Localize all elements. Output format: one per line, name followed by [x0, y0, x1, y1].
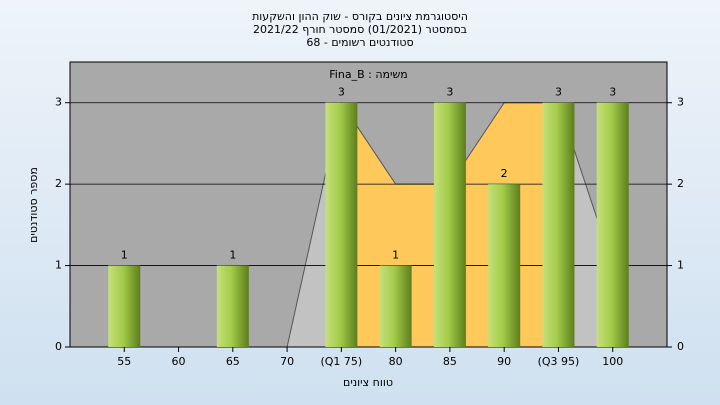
- x-tick-label: 100: [602, 355, 623, 368]
- y-tick-label: 3: [55, 96, 62, 109]
- data-label: 3: [446, 86, 453, 99]
- bar: [325, 102, 358, 347]
- x-tick-label: 90: [497, 355, 511, 368]
- y2-tick-label: 1: [677, 259, 684, 272]
- bar: [433, 102, 466, 347]
- x-tick-label: 65: [226, 355, 240, 368]
- y-tick-label: 0: [55, 340, 62, 353]
- chart-title: היסטוגרמת ציונים בקורס - שוק ההון והשקעו…: [252, 10, 468, 23]
- chart-title: סטודנטים רשומים - 68: [306, 36, 413, 49]
- bar: [108, 265, 141, 347]
- y-axis-label: מספר סטודנטים: [27, 167, 40, 243]
- data-label: 3: [338, 86, 345, 99]
- bar: [379, 265, 412, 347]
- y-tick-label: 2: [55, 177, 62, 190]
- x-tick-label: (Q3 95): [538, 355, 580, 368]
- chart-title: בסמסטר (01/2021) סמסטר חורף 2021/22: [253, 23, 467, 36]
- y2-tick-label: 3: [677, 96, 684, 109]
- bar: [596, 102, 629, 347]
- x-tick-label: 60: [172, 355, 186, 368]
- data-label: 1: [392, 249, 399, 262]
- y2-tick-label: 2: [677, 177, 684, 190]
- x-tick-label: (Q1 75): [320, 355, 362, 368]
- data-label: 1: [121, 249, 128, 262]
- x-tick-label: 85: [443, 355, 457, 368]
- plot-border: [69, 61, 668, 348]
- data-label: 2: [501, 167, 508, 180]
- y2-tick-label: 0: [677, 340, 684, 353]
- data-label: 1: [229, 249, 236, 262]
- x-axis-label: טווח ציונים: [343, 376, 393, 389]
- x-tick-label: 70: [280, 355, 294, 368]
- bar: [542, 102, 575, 347]
- x-tick-label: 55: [117, 355, 131, 368]
- plot-subtitle: משימה : Fina_B: [329, 68, 407, 81]
- bar: [488, 184, 521, 347]
- data-label: 3: [555, 86, 562, 99]
- x-tick-label: 80: [389, 355, 403, 368]
- data-label: 3: [609, 86, 616, 99]
- bar: [216, 265, 249, 347]
- y-tick-label: 1: [55, 259, 62, 272]
